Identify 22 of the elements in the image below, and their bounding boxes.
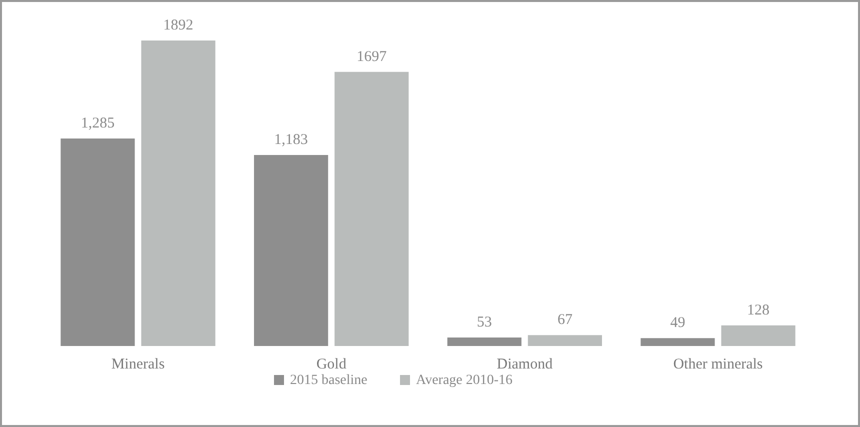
- data-label: 53: [476, 314, 492, 330]
- legend-label: Average 2010-16: [416, 373, 513, 388]
- data-label: 1697: [356, 48, 388, 65]
- data-label: 1,183: [274, 132, 308, 148]
- legend-label: 2015 baseline: [290, 373, 368, 388]
- bar: [60, 138, 135, 346]
- bar: [334, 72, 409, 346]
- x-tick-label: Diamond: [496, 356, 554, 372]
- x-tick-label: Other minerals: [673, 356, 763, 372]
- x-tick-label: Minerals: [111, 356, 165, 372]
- data-label: 1892: [163, 17, 194, 34]
- data-label: 128: [747, 302, 770, 318]
- data-label: 1,285: [80, 115, 115, 132]
- bar: [640, 338, 715, 346]
- bar: [721, 325, 796, 346]
- bar: [528, 335, 602, 346]
- data-label: 49: [670, 315, 686, 332]
- data-label: 67: [557, 312, 573, 328]
- bar: [254, 154, 328, 346]
- x-tick-label: Gold: [316, 356, 347, 372]
- bar: [447, 337, 522, 346]
- bar: [141, 40, 216, 346]
